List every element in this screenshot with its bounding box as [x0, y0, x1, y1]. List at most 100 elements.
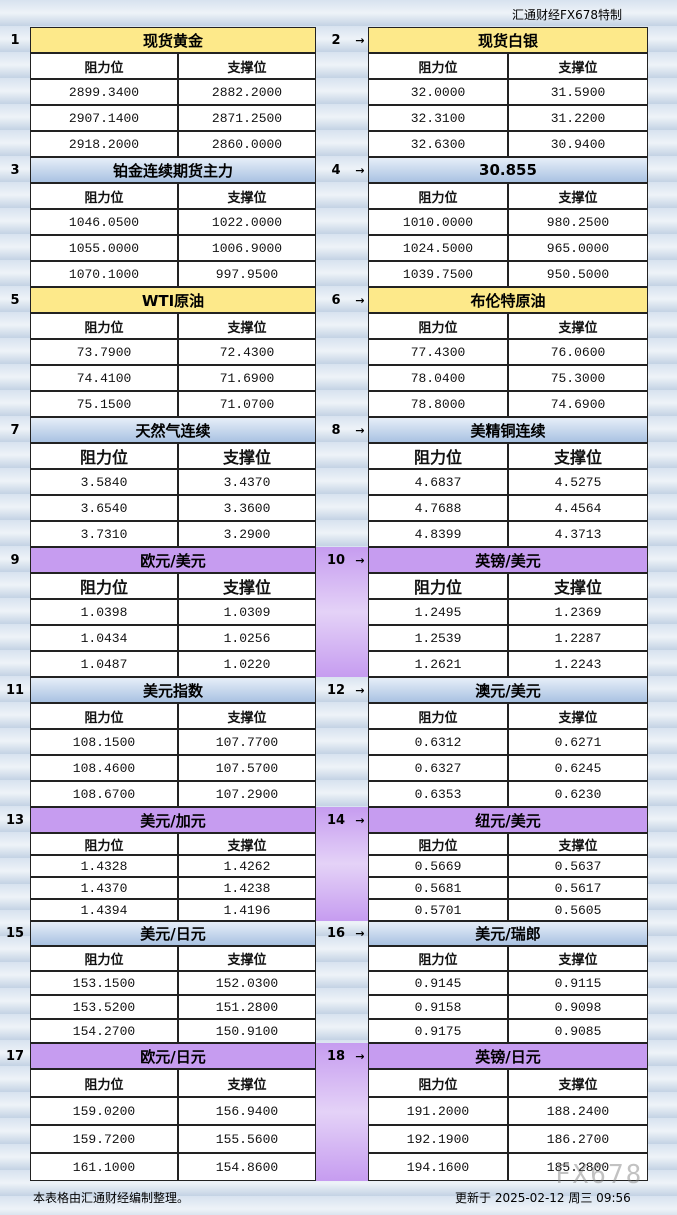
value-cell: 1006.9000 — [178, 235, 316, 261]
value-cell: 1.4394 — [30, 899, 178, 921]
column-header: 支撑位 — [178, 946, 316, 971]
value-cell: 0.9115 — [508, 971, 648, 995]
panel-number: 18 — [326, 1048, 346, 1064]
column-header: 支撑位 — [178, 313, 316, 339]
value-cell: 1022.0000 — [178, 209, 316, 235]
value-cell: 1.0398 — [30, 599, 178, 625]
value-cell: 1.0220 — [178, 651, 316, 677]
column-header: 阻力位 — [30, 313, 178, 339]
arrow-icon: → — [355, 33, 365, 47]
value-cell: 151.2800 — [178, 995, 316, 1019]
column-header: 阻力位 — [30, 53, 178, 79]
value-cell: 2899.3400 — [30, 79, 178, 105]
value-cell: 965.0000 — [508, 235, 648, 261]
column-header: 支撑位 — [178, 573, 316, 599]
value-cell: 0.6353 — [368, 781, 508, 807]
panel-number: 13 — [5, 812, 25, 828]
arrow-icon: → — [355, 163, 365, 177]
value-cell: 76.0600 — [508, 339, 648, 365]
column-header: 阻力位 — [30, 1069, 178, 1097]
value-cell: 1024.5000 — [368, 235, 508, 261]
value-cell: 1.2287 — [508, 625, 648, 651]
watermark: FX678 — [555, 1160, 644, 1190]
column-header: 支撑位 — [508, 833, 648, 855]
value-cell: 0.6271 — [508, 729, 648, 755]
value-cell: 1.0256 — [178, 625, 316, 651]
value-cell: 194.1600 — [368, 1153, 508, 1181]
value-cell: 32.0000 — [368, 79, 508, 105]
value-cell: 191.2000 — [368, 1097, 508, 1125]
column-header: 阻力位 — [368, 1069, 508, 1097]
gap — [316, 547, 368, 677]
column-header: 阻力位 — [30, 573, 178, 599]
panel-title: 澳元/美元 — [368, 677, 648, 703]
value-cell: 161.1000 — [30, 1153, 178, 1181]
value-cell: 1.4196 — [178, 899, 316, 921]
column-header: 阻力位 — [368, 946, 508, 971]
value-cell: 75.1500 — [30, 391, 178, 417]
value-cell: 0.6327 — [368, 755, 508, 781]
panel-number: 2 — [331, 32, 341, 48]
footer-updated: 更新于 2025-02-12 周三 09:56 — [455, 1191, 631, 1205]
value-cell: 3.2900 — [178, 521, 316, 547]
value-cell: 1.2369 — [508, 599, 648, 625]
footer-note: 本表格由汇通财经编制整理。 — [33, 1191, 190, 1205]
panel-title: 欧元/美元 — [30, 547, 316, 573]
value-cell: 150.9100 — [178, 1019, 316, 1043]
value-cell: 1055.0000 — [30, 235, 178, 261]
value-cell: 107.5700 — [178, 755, 316, 781]
panel-number: 8 — [331, 422, 341, 438]
value-cell: 1.4238 — [178, 877, 316, 899]
value-cell: 78.0400 — [368, 365, 508, 391]
value-cell: 107.2900 — [178, 781, 316, 807]
panel-title: 布伦特原油 — [368, 287, 648, 313]
value-cell: 155.5600 — [178, 1125, 316, 1153]
column-header: 支撑位 — [508, 573, 648, 599]
value-cell: 192.1900 — [368, 1125, 508, 1153]
value-cell: 1.2243 — [508, 651, 648, 677]
value-cell: 0.9158 — [368, 995, 508, 1019]
value-cell: 0.6312 — [368, 729, 508, 755]
value-cell: 0.5605 — [508, 899, 648, 921]
value-cell: 980.2500 — [508, 209, 648, 235]
column-header: 支撑位 — [508, 703, 648, 729]
panel-number: 4 — [331, 162, 341, 178]
panel-title: 天然气连续 — [30, 417, 316, 443]
column-header: 阻力位 — [368, 703, 508, 729]
value-cell: 0.5681 — [368, 877, 508, 899]
value-cell: 1010.0000 — [368, 209, 508, 235]
panel-title: 纽元/美元 — [368, 807, 648, 833]
value-cell: 154.8600 — [178, 1153, 316, 1181]
value-cell: 1.4262 — [178, 855, 316, 877]
value-cell: 2860.0000 — [178, 131, 316, 157]
column-header: 阻力位 — [30, 703, 178, 729]
value-cell: 4.4564 — [508, 495, 648, 521]
value-cell: 1.4370 — [30, 877, 178, 899]
value-cell: 3.5840 — [30, 469, 178, 495]
arrow-icon: → — [355, 553, 365, 567]
value-cell: 0.6245 — [508, 755, 648, 781]
panel-title: 美精铜连续 — [368, 417, 648, 443]
value-cell: 74.4100 — [30, 365, 178, 391]
value-cell: 4.8399 — [368, 521, 508, 547]
panel-title: 美元指数 — [30, 677, 316, 703]
column-header: 阻力位 — [368, 313, 508, 339]
value-cell: 186.2700 — [508, 1125, 648, 1153]
value-cell: 4.6837 — [368, 469, 508, 495]
value-cell: 1046.0500 — [30, 209, 178, 235]
column-header: 阻力位 — [30, 833, 178, 855]
value-cell: 156.9400 — [178, 1097, 316, 1125]
value-cell: 1070.1000 — [30, 261, 178, 287]
value-cell: 0.9175 — [368, 1019, 508, 1043]
panel-number: 1 — [10, 32, 20, 48]
value-cell: 3.4370 — [178, 469, 316, 495]
panel-title: 欧元/日元 — [30, 1043, 316, 1069]
value-cell: 31.2200 — [508, 105, 648, 131]
value-cell: 997.9500 — [178, 261, 316, 287]
value-cell: 72.4300 — [178, 339, 316, 365]
column-header: 支撑位 — [178, 703, 316, 729]
panel-number: 10 — [326, 552, 346, 568]
column-header: 阻力位 — [368, 833, 508, 855]
value-cell: 152.0300 — [178, 971, 316, 995]
